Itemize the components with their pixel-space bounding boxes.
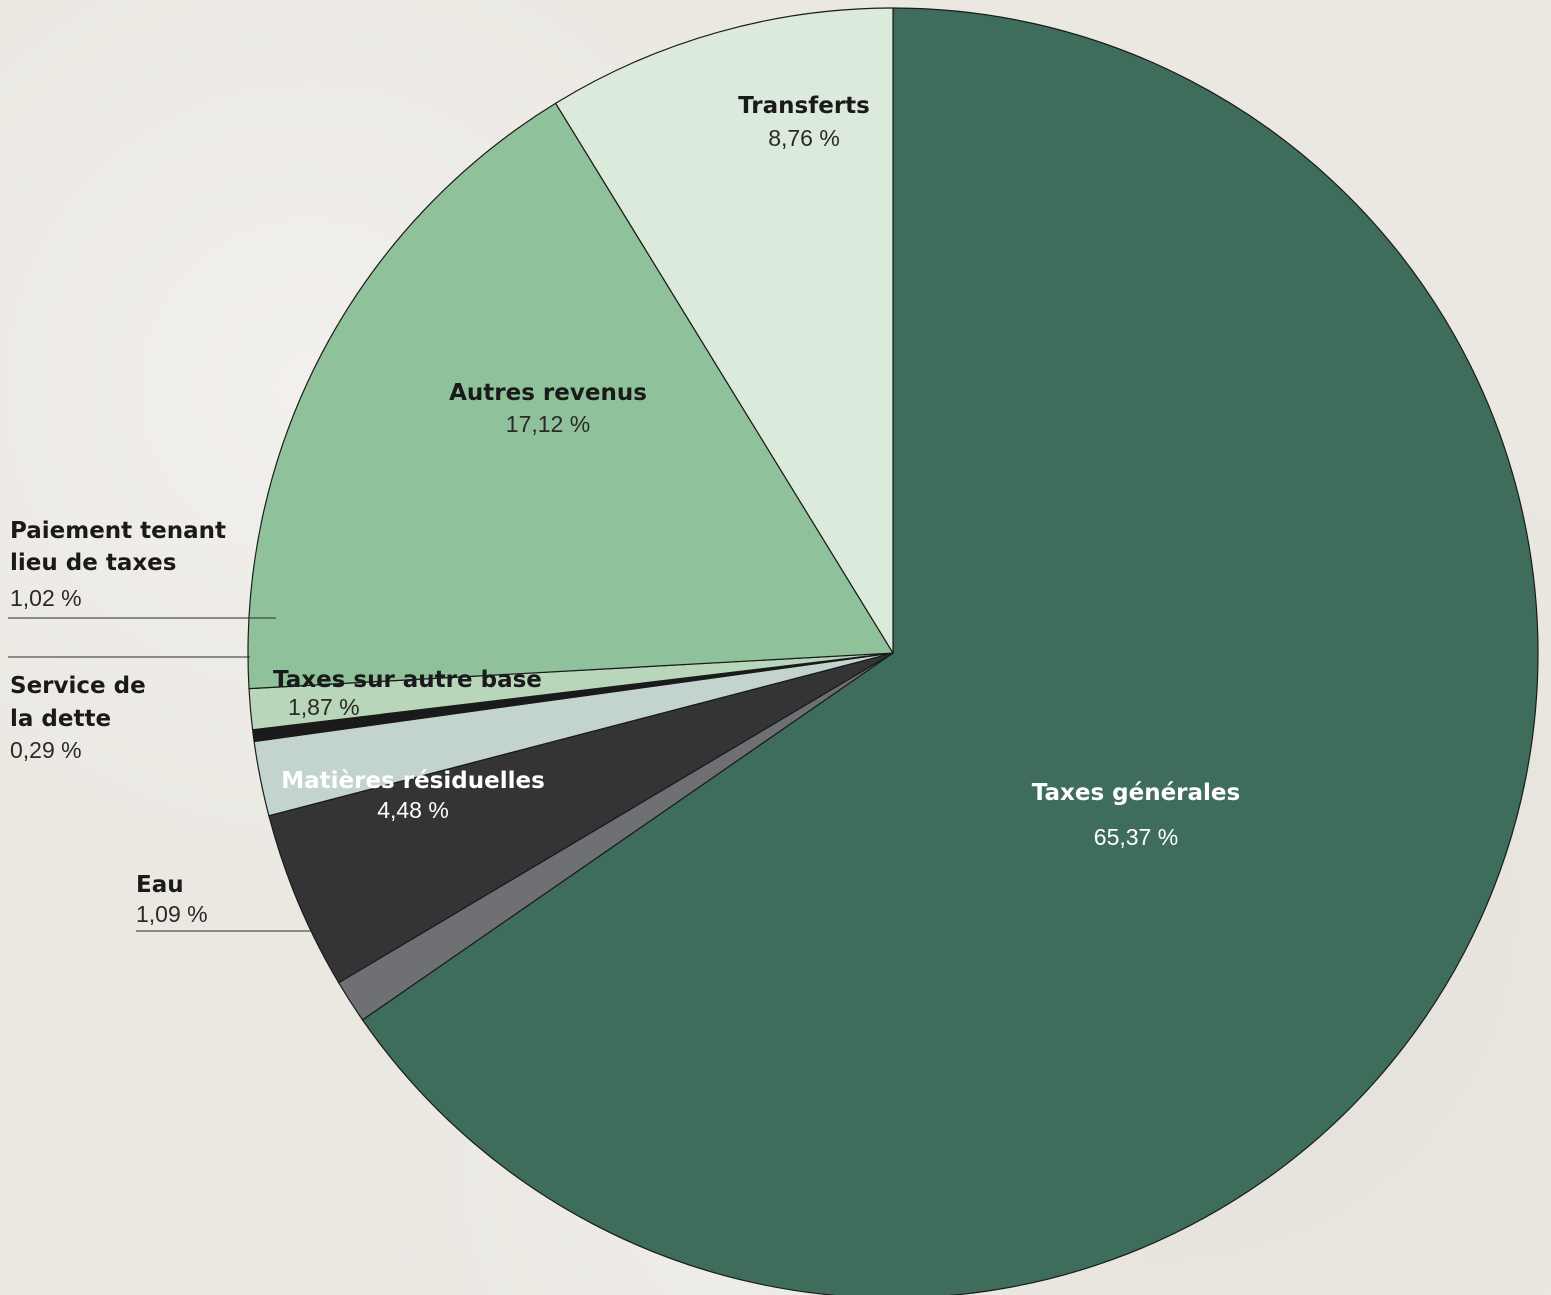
slice-label: Service de <box>10 673 146 699</box>
slice-label: Transferts <box>738 93 870 119</box>
slice-label: Matières résiduelles <box>281 768 545 794</box>
slice-label: Taxes générales <box>1032 780 1240 806</box>
slice-label: Eau <box>136 872 184 898</box>
slice-label: lieu de taxes <box>10 550 176 576</box>
slice-value: 0,29 % <box>10 737 82 763</box>
slice-label: Autres revenus <box>449 380 647 406</box>
slice-label: la dette <box>10 706 111 732</box>
slice-value: 65,37 % <box>1094 824 1178 850</box>
slice-value: 1,87 % <box>288 694 360 720</box>
slice-value: 8,76 % <box>768 125 840 151</box>
slice-value: 17,12 % <box>506 411 590 437</box>
slice-value: 4,48 % <box>377 797 449 823</box>
slice-label: Taxes sur autre base <box>273 667 542 693</box>
pie-slices <box>248 8 1538 1295</box>
slice-value: 1,02 % <box>10 585 82 611</box>
slice-value: 1,09 % <box>136 901 208 927</box>
slice-label: Paiement tenant <box>10 518 226 544</box>
